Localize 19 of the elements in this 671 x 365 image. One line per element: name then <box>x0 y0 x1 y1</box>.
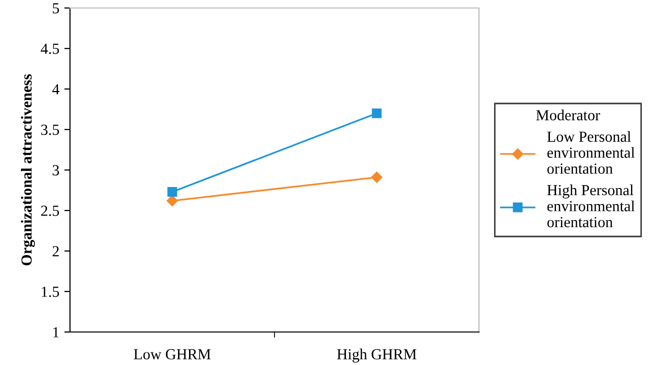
y-tick-label: 4 <box>52 84 60 94</box>
point <box>372 108 382 118</box>
y-tick-label: 2 <box>52 246 59 256</box>
y-axis-title: Organizational attractiveness <box>20 74 35 266</box>
x-tick-label: High GHRM <box>337 348 416 363</box>
point <box>166 195 178 206</box>
y-tick-label: 3.5 <box>41 124 59 136</box>
y-tick-label: 2.5 <box>41 206 59 216</box>
legend-title: Moderator <box>536 110 600 120</box>
y-tick-label: 5 <box>52 3 59 14</box>
y-tick-label: 1.5 <box>42 286 59 298</box>
y-tick-label: 3 <box>52 165 59 176</box>
y-tick-label: 4.5 <box>40 44 59 54</box>
legend-label: High Personal environmental orientation <box>547 184 635 228</box>
y-tick-label: 1 <box>53 327 59 338</box>
point <box>371 172 382 183</box>
x-tick-label: Low GHRM <box>134 349 211 360</box>
point <box>167 187 178 197</box>
legend-label: Low Personal environmental orientation <box>547 131 635 174</box>
